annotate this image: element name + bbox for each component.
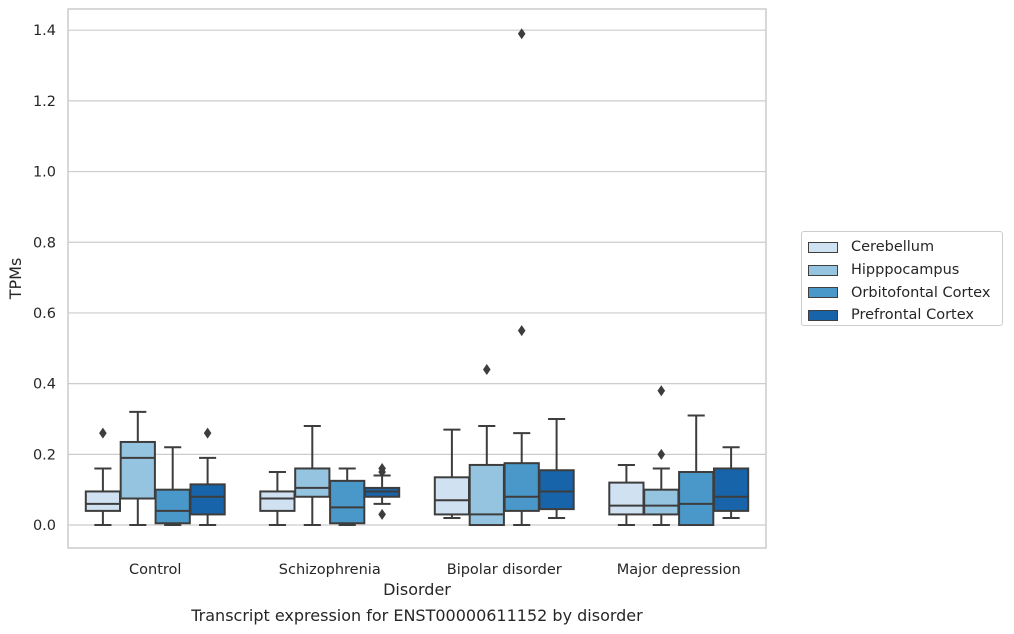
legend-item-prefrontal-cortex: Prefrontal Cortex xyxy=(808,304,1002,327)
outlier-cerebellum-control xyxy=(99,427,107,439)
legend-label-hippocampus: Hipppocampus xyxy=(851,262,960,279)
y-axis-label: TPMs xyxy=(6,258,25,301)
y-tick-label: 1.2 xyxy=(33,94,56,110)
legend-swatch-orbitofrontal-cortex xyxy=(808,287,838,299)
legend-swatch-prefrontal-cortex xyxy=(808,309,838,321)
x-tick-label-major-depression: Major depression xyxy=(617,562,741,578)
outlier-hipppocampus-major-depression xyxy=(657,448,666,460)
box-orbitofontal-cortex-major-depression xyxy=(678,471,715,527)
outlier-prefrontal-cortex-schizophrenia xyxy=(378,462,386,474)
legend-label-prefrontal-cortex: Prefrontal Cortex xyxy=(851,307,974,324)
legend-item-cerebellum: Cerebellum xyxy=(808,236,1002,259)
plot-frame xyxy=(67,8,767,549)
box-prefrontal-cortex-major-depression xyxy=(712,467,750,512)
box-orbitofontal-cortex-schizophrenia xyxy=(329,479,366,525)
box-cerebellum-schizophrenia xyxy=(259,490,296,512)
outlier-orbitofontal-cortex-bipolar-disorder xyxy=(517,28,526,40)
legend-swatch-hippocampus xyxy=(808,264,838,276)
box-hipppocampus-major-depression xyxy=(643,488,680,516)
x-tick-label-control: Control xyxy=(129,562,181,578)
legend-item-hippocampus: Hipppocampus xyxy=(808,259,1002,282)
box-orbitofontal-cortex-bipolar-disorder xyxy=(503,462,540,512)
outlier-prefrontal-cortex-schizophrenia xyxy=(378,508,386,520)
legend: Cerebellum Hipppocampus Orbitofontal Cor… xyxy=(801,231,1003,326)
y-tick-label: 0.6 xyxy=(33,306,56,322)
box-cerebellum-major-depression xyxy=(608,481,645,516)
outlier-hipppocampus-major-depression xyxy=(657,385,666,397)
box-prefrontal-cortex-control xyxy=(189,483,226,516)
y-tick-label: 1.0 xyxy=(33,165,56,181)
box-cerebellum-control xyxy=(84,490,122,512)
x-axis-label: Disorder xyxy=(383,580,451,599)
y-tick-label: 0.4 xyxy=(33,377,56,393)
x-tick-label-schizophrenia: Schizophrenia xyxy=(279,562,381,578)
box-orbitofontal-cortex-control xyxy=(154,488,191,525)
y-tick-label: 0.0 xyxy=(33,518,56,534)
box-cerebellum-bipolar-disorder xyxy=(433,476,471,516)
legend-swatch-cerebellum xyxy=(808,241,838,253)
outlier-hipppocampus-bipolar-disorder xyxy=(483,364,491,376)
figure-caption: Transcript expression for ENST0000061115… xyxy=(191,606,643,625)
legend-label-cerebellum: Cerebellum xyxy=(851,239,935,256)
y-tick-label: 0.8 xyxy=(33,235,56,251)
y-tick-label: 1.4 xyxy=(33,23,56,39)
box-hipppocampus-control xyxy=(119,440,156,500)
legend-item-orbitofrontal-cortex: Orbitofontal Cortex xyxy=(808,281,1002,304)
box-hipppocampus-schizophrenia xyxy=(294,467,331,498)
box-hipppocampus-bipolar-disorder xyxy=(468,463,505,527)
box-prefrontal-cortex-bipolar-disorder xyxy=(538,469,575,511)
y-tick-label: 0.2 xyxy=(33,447,56,463)
legend-label-orbitofrontal-cortex: Orbitofontal Cortex xyxy=(851,284,991,301)
outlier-orbitofontal-cortex-bipolar-disorder xyxy=(517,325,526,337)
outlier-prefrontal-cortex-control xyxy=(203,427,212,439)
x-tick-label-bipolar-disorder: Bipolar disorder xyxy=(447,562,562,578)
